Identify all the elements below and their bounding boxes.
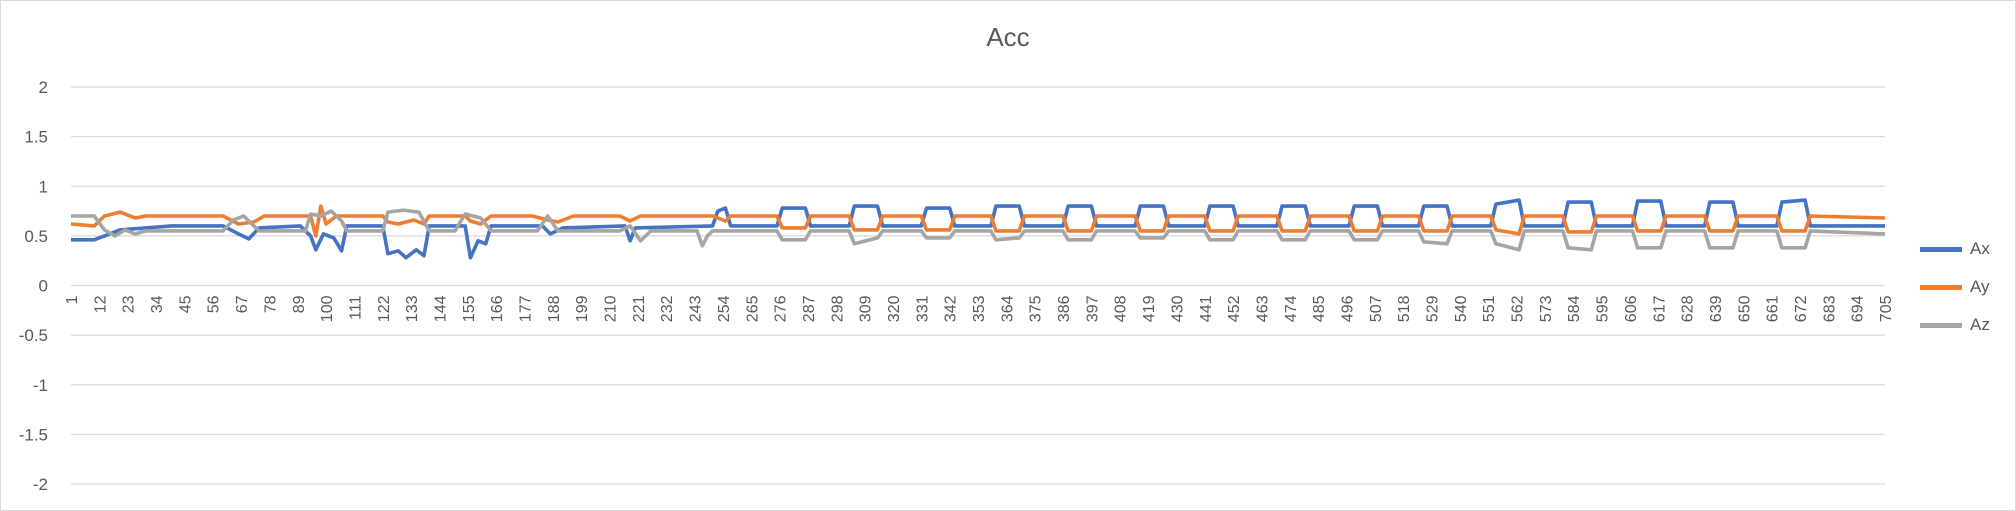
x-tick-label: 430 [1169,295,1186,322]
x-tick-label: 353 [971,295,988,322]
x-tick-label: 639 [1708,295,1725,322]
x-tick-label: 188 [546,295,563,322]
y-tick-label: 0.5 [24,227,48,246]
x-tick-label: 408 [1113,295,1130,322]
series-line-ay [70,204,1886,238]
x-tick-label: 23 [121,295,138,313]
x-tick-label: 221 [631,295,648,322]
x-tick-label: 34 [149,295,166,313]
series-lines [70,198,1886,260]
x-tick-label: 320 [886,295,903,322]
series-line-ax [71,198,1885,260]
series-line-az [71,208,1886,252]
chart-title: Acc [986,22,1030,52]
legend-label: Az [1970,315,1990,334]
x-tick-label: 617 [1651,295,1668,322]
x-tick-label: 1 [64,295,81,304]
x-tick-label: 342 [943,295,960,322]
y-tick-label: -2 [33,475,48,494]
x-tick-label: 56 [206,295,223,313]
x-tick-label: 331 [914,295,931,322]
x-tick-label: 133 [404,295,421,322]
x-tick-label: 562 [1510,295,1527,322]
x-tick-label: 177 [518,295,535,322]
x-tick-label: 78 [262,295,279,313]
x-tick-label: 683 [1821,295,1838,322]
x-tick-label: 551 [1481,295,1498,322]
legend-swatch [1920,284,1962,290]
x-tick-label: 12 [92,295,109,313]
legend-swatch [1920,246,1962,252]
x-tick-label: 518 [1396,295,1413,322]
x-tick-label: 309 [858,295,875,322]
legend-label: Ay [1970,277,1990,296]
x-tick-label: 45 [177,295,194,313]
x-tick-label: 496 [1339,295,1356,322]
x-tick-label: 166 [489,295,506,322]
y-tick-label: -1.5 [19,425,48,444]
x-tick-label: 694 [1850,295,1867,322]
x-tick-label: 606 [1623,295,1640,322]
x-tick-label: 595 [1595,295,1612,322]
x-tick-label: 441 [1198,295,1215,322]
x-tick-label: 474 [1283,295,1300,322]
legend-swatch [1920,322,1962,328]
x-tick-label: 155 [461,295,478,322]
x-tick-label: 419 [1141,295,1158,322]
x-tick-label: 287 [801,295,818,322]
x-tick-label: 507 [1368,295,1385,322]
x-tick-label: 144 [432,295,449,322]
x-tick-label: 540 [1453,295,1470,322]
y-tick-label: 1.5 [24,128,48,147]
x-tick-label: 661 [1765,295,1782,322]
y-axis-labels: 2 1.5 1 0.5 0 -0.5 -1 -1.5 -2 [19,78,48,494]
legend-item: Az [1920,306,2010,344]
x-tick-label: 89 [291,295,308,313]
x-tick-label: 210 [603,295,620,322]
x-tick-label: 628 [1680,295,1697,322]
legend-item: Ay [1920,268,2010,306]
x-tick-label: 397 [1084,295,1101,322]
x-tick-label: 276 [773,295,790,322]
y-tick-label: -1 [33,376,48,395]
x-tick-label: 254 [716,295,733,322]
x-tick-label: 364 [999,295,1016,322]
gridlines [71,86,1885,485]
x-tick-label: 375 [1028,295,1045,322]
x-tick-label: 672 [1793,295,1810,322]
x-tick-label: 298 [829,295,846,322]
x-tick-label: 573 [1538,295,1555,322]
y-tick-label: 2 [39,78,48,97]
y-tick-label: -0.5 [19,326,48,345]
x-tick-label: 584 [1566,295,1583,322]
x-tick-label: 243 [688,295,705,322]
x-tick-label: 650 [1736,295,1753,322]
x-tick-label: 67 [234,295,251,313]
legend-label: Ax [1970,239,1990,258]
x-tick-label: 705 [1878,295,1895,322]
legend-item: Ax [1920,230,2010,268]
x-axis-labels: 1 12 23 34 45 56 67 78 89 100 111 122 133 144 155 166 17… [64,295,1895,322]
y-tick-label: 0 [39,277,48,296]
x-tick-label: 485 [1311,295,1328,322]
x-tick-label: 386 [1056,295,1073,322]
x-tick-label: 463 [1254,295,1271,322]
x-tick-label: 100 [319,295,336,322]
x-tick-label: 529 [1425,295,1442,322]
x-tick-label: 265 [744,295,761,322]
x-tick-label: 232 [659,295,676,322]
x-tick-label: 111 [347,295,364,319]
x-tick-label: 452 [1226,295,1243,322]
x-tick-label: 122 [376,295,393,322]
y-tick-label: 1 [39,177,48,196]
legend: Ax Ay Az [1920,230,2010,344]
x-tick-label: 199 [574,295,591,322]
